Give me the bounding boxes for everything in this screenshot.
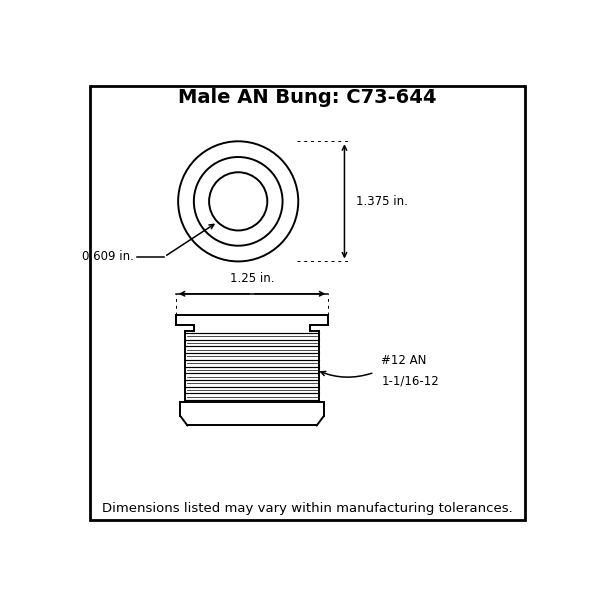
- Text: #12 AN: #12 AN: [382, 354, 427, 367]
- Text: 1.375 in.: 1.375 in.: [356, 195, 408, 208]
- Text: 1-1/16-12: 1-1/16-12: [382, 374, 439, 388]
- Text: 1.25 in.: 1.25 in.: [230, 272, 274, 286]
- Text: Dimensions listed may vary within manufacturing tolerances.: Dimensions listed may vary within manufa…: [102, 502, 513, 515]
- Text: 0.609 in.: 0.609 in.: [82, 250, 134, 263]
- Text: Male AN Bung: C73-644: Male AN Bung: C73-644: [178, 88, 437, 107]
